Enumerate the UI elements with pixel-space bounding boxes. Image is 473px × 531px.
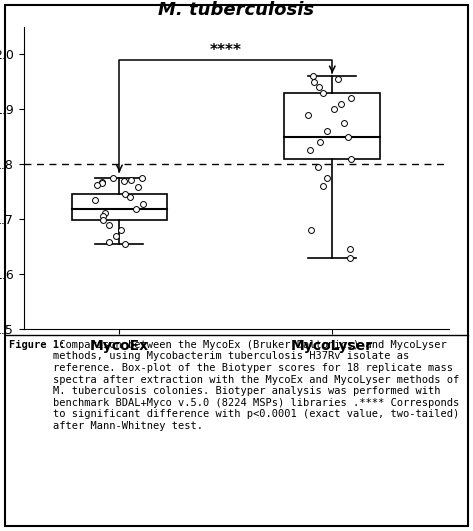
Point bbox=[337, 99, 344, 108]
Point bbox=[98, 177, 105, 186]
Point bbox=[91, 195, 99, 204]
Point bbox=[314, 162, 322, 171]
Point bbox=[99, 212, 107, 221]
Point bbox=[99, 216, 107, 225]
Point bbox=[128, 175, 135, 184]
Point bbox=[319, 182, 327, 191]
Point bbox=[306, 146, 314, 155]
Point bbox=[98, 179, 105, 187]
Point bbox=[309, 72, 316, 80]
Point bbox=[346, 245, 354, 254]
Point bbox=[315, 83, 323, 91]
Point bbox=[93, 181, 101, 189]
Point bbox=[344, 132, 351, 141]
Point bbox=[112, 232, 120, 240]
FancyBboxPatch shape bbox=[284, 92, 380, 159]
Point bbox=[101, 208, 108, 217]
Point bbox=[334, 74, 342, 83]
Point bbox=[341, 118, 348, 127]
Point bbox=[316, 138, 324, 147]
Point bbox=[139, 174, 146, 182]
Point bbox=[323, 127, 331, 135]
Point bbox=[121, 190, 128, 199]
Point bbox=[140, 200, 147, 208]
Point bbox=[109, 174, 117, 182]
Point bbox=[320, 88, 327, 97]
Point bbox=[310, 78, 317, 86]
Point bbox=[324, 174, 331, 182]
FancyBboxPatch shape bbox=[71, 194, 167, 220]
Point bbox=[331, 105, 338, 113]
Point bbox=[134, 183, 142, 192]
Title: M. tuberculosis: M. tuberculosis bbox=[158, 2, 315, 20]
Text: ****: **** bbox=[210, 44, 242, 58]
Text: Figure 1:: Figure 1: bbox=[9, 340, 66, 350]
Point bbox=[347, 155, 355, 163]
Point bbox=[105, 238, 113, 246]
Point bbox=[307, 226, 315, 234]
Point bbox=[117, 226, 124, 234]
Point bbox=[105, 220, 113, 229]
Point bbox=[305, 110, 312, 119]
Point bbox=[132, 205, 140, 213]
Text: Comparison between the MycoEx (Bruker Daltonics) and MycoLyser methods, using My: Comparison between the MycoEx (Bruker Da… bbox=[53, 340, 459, 431]
Point bbox=[121, 176, 128, 185]
Point bbox=[347, 94, 354, 102]
Point bbox=[126, 193, 134, 201]
Point bbox=[122, 239, 129, 248]
Point bbox=[346, 253, 354, 262]
